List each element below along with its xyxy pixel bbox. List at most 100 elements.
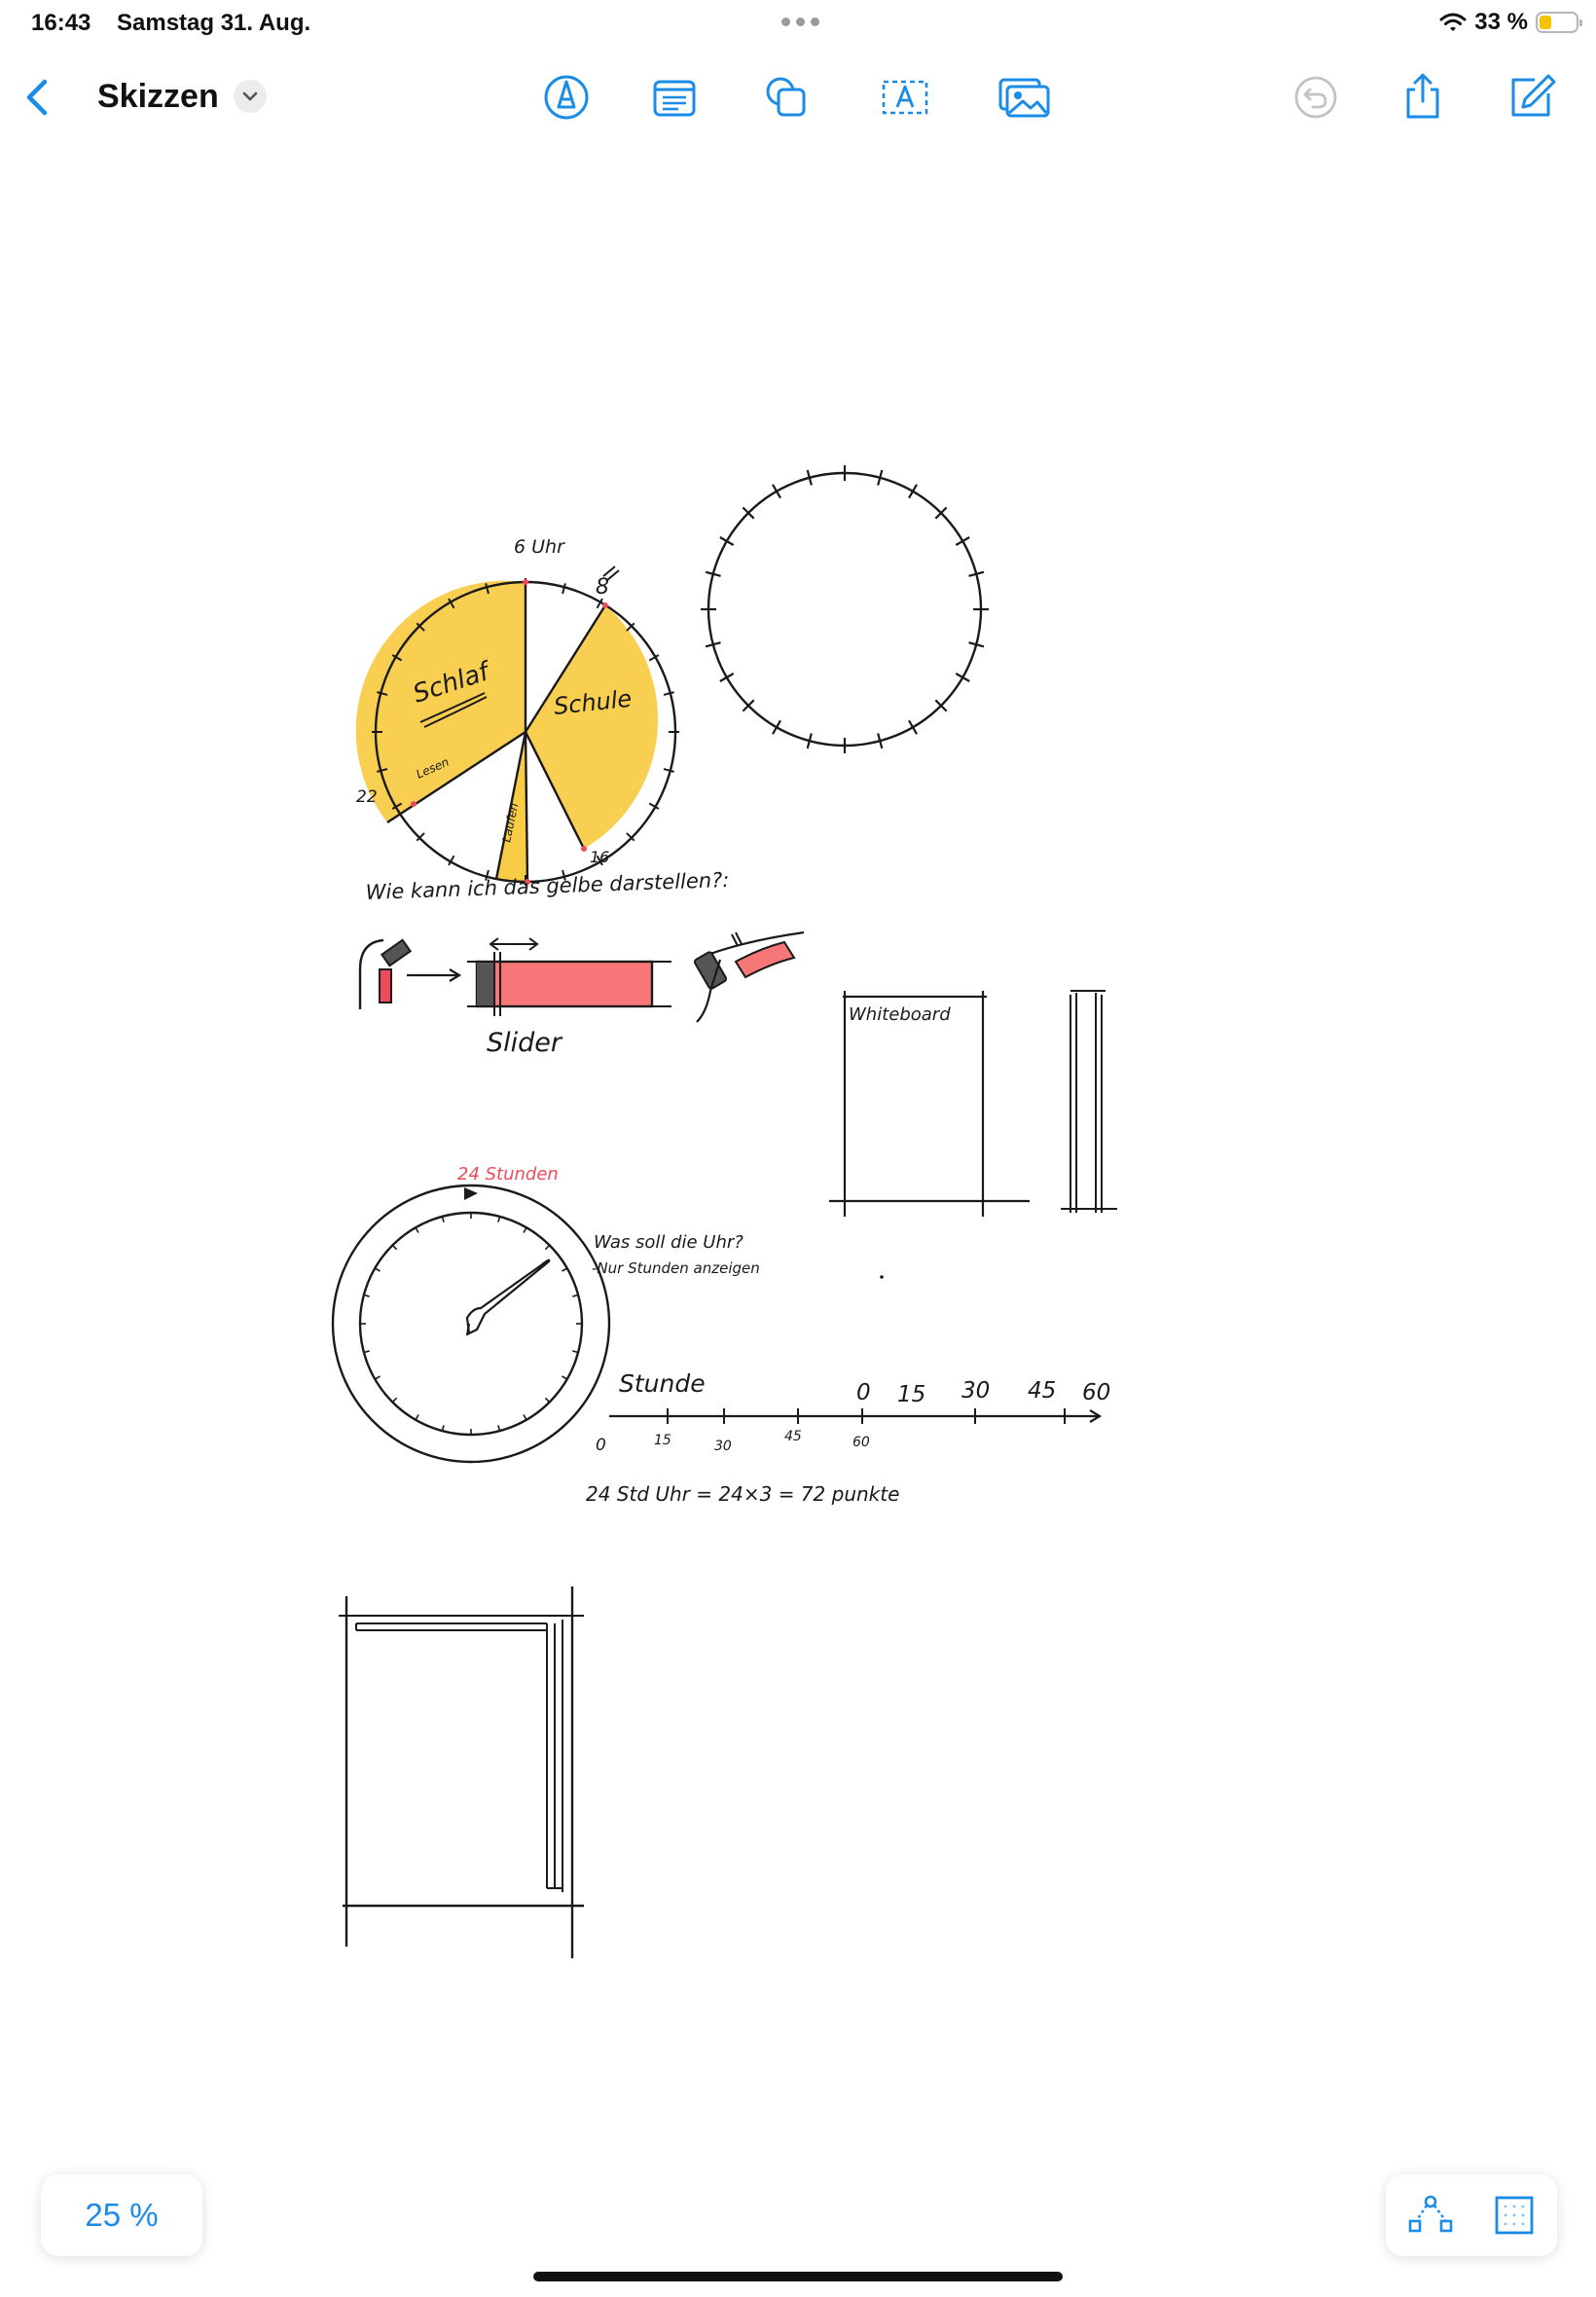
new-board-compose-icon[interactable] [1502, 68, 1560, 127]
dial-tick [485, 869, 490, 881]
text-box-icon[interactable] [876, 68, 934, 127]
board-title[interactable]: Skizzen [97, 78, 219, 115]
dial-tick [806, 733, 813, 749]
label-22: 22 [356, 787, 378, 807]
dial-tick [806, 469, 813, 486]
question-text: Wie kann ich das gelbe darstellen?: [365, 868, 729, 904]
dial-tick [544, 1244, 551, 1251]
dial-tick [968, 641, 985, 648]
navigation-bar: Skizzen [0, 58, 1596, 136]
dial-tick [572, 1350, 579, 1354]
status-time: 16:43 [31, 10, 91, 36]
scale-top-60: 60 [1082, 1380, 1110, 1405]
dial-tick [416, 622, 425, 632]
dial-tick [448, 855, 455, 866]
dial-tick [391, 654, 403, 662]
undo-icon[interactable] [1287, 68, 1345, 127]
stunde-label: Stunde [619, 1369, 706, 1398]
formula-text: 24 Std Uhr = 24×3 = 72 punkte [586, 1482, 899, 1506]
battery-icon [1536, 12, 1582, 33]
status-bar: 16:43 Samstag 31. Aug. 33 % [0, 0, 1596, 47]
dial-tick [705, 570, 721, 577]
share-icon[interactable] [1394, 68, 1452, 127]
wifi-icon [1439, 13, 1467, 31]
scale-top-0: 0 [856, 1380, 871, 1405]
shapes-icon[interactable] [757, 68, 816, 127]
dial-tick [523, 1414, 527, 1421]
dial-tick [955, 536, 970, 546]
back-chevron-icon[interactable] [18, 74, 56, 121]
daily-routine-clock[interactable]: 6 Uhr 8 16 22 Schlaf Schule Lesen Laufen [355, 536, 679, 886]
scale-bottom-15: 15 [654, 1433, 671, 1448]
status-indicators: 33 % [1439, 8, 1582, 37]
scale-bottom-45: 45 [784, 1429, 802, 1444]
canvas-tools [1386, 2174, 1557, 2256]
dial-tick [742, 506, 755, 520]
dial-tick [391, 1397, 398, 1404]
dial-tick [377, 768, 388, 773]
dial-tick [415, 1226, 419, 1233]
dial-tick [934, 699, 948, 712]
dial-tick [544, 1397, 551, 1404]
scale-top-30: 30 [961, 1378, 990, 1404]
dial-tick [441, 1425, 445, 1432]
dial-tick [596, 598, 603, 609]
dial-tick [626, 622, 635, 632]
dial-tick [877, 733, 884, 749]
sticky-note-icon[interactable] [645, 68, 704, 127]
dial-tick [374, 1267, 381, 1272]
dial-tick [648, 654, 660, 662]
dial-tick [391, 1244, 398, 1251]
frame-sketch[interactable] [339, 1586, 584, 1958]
whiteboard-frame-sketch[interactable]: Whiteboard [829, 990, 1117, 1279]
minute-scale-sketch[interactable]: Stunde 0 15 30 45 60 0 15 30 45 60 [596, 1369, 1110, 1455]
dial-tick [877, 469, 884, 486]
dial-tick [363, 1350, 370, 1354]
dial-tick [663, 691, 674, 696]
dial-tick [377, 691, 388, 696]
dial-tick [648, 802, 660, 810]
dial-tick [596, 855, 603, 866]
scale-bottom-60: 60 [852, 1435, 870, 1450]
dial-tick [719, 673, 735, 682]
dial-tick [523, 1226, 527, 1233]
label-16: 16 [590, 848, 609, 866]
dial-tick [934, 506, 948, 520]
media-insert-icon[interactable] [995, 68, 1053, 127]
tick-dial-sketch[interactable] [701, 465, 989, 753]
dial-tick [572, 1294, 579, 1297]
label-8: 8 [596, 575, 609, 600]
dial-tick [955, 673, 970, 682]
dial-tick [497, 1425, 501, 1432]
dial-tick [968, 570, 985, 577]
24-stunden-label: 24 Stunden [457, 1164, 559, 1185]
slider-sketch[interactable]: Slider [358, 930, 805, 1058]
dial-tick [562, 583, 566, 595]
dial-tick [497, 1216, 501, 1222]
multitasking-dots-icon[interactable] [781, 18, 820, 27]
scale-bottom-0: 0 [596, 1436, 606, 1455]
dial-tick [562, 1267, 568, 1272]
home-indicator[interactable] [533, 2272, 1063, 2281]
24-hour-clock-sketch[interactable]: 24 Stunden [331, 1164, 611, 1464]
pen-tool-icon[interactable] [537, 68, 596, 127]
scale-top-45: 45 [1028, 1378, 1056, 1404]
dial-tick [772, 719, 781, 735]
dial-tick [363, 1294, 370, 1297]
scale-bottom-30: 30 [714, 1439, 732, 1454]
status-date: Samstag 31. Aug. [117, 10, 311, 36]
slider-label: Slider [487, 1028, 563, 1058]
whiteboard-canvas[interactable]: 6 Uhr 8 16 22 Schlaf Schule Lesen Laufen… [0, 146, 1596, 2151]
dial-tick [374, 1375, 381, 1380]
dial-tick [562, 869, 566, 881]
battery-percentage: 33 % [1474, 9, 1528, 35]
clock-answer: -Nur Stunden anzeigen [592, 1259, 760, 1277]
dial-tick [441, 1216, 445, 1222]
dial-tick [562, 1375, 568, 1380]
title-menu-chevron-icon[interactable] [234, 80, 267, 113]
grid-overview-icon[interactable] [1487, 2188, 1542, 2242]
dial-tick [663, 768, 674, 773]
diagram-connect-icon[interactable] [1403, 2188, 1458, 2242]
zoom-level-button[interactable]: 25 % [41, 2174, 202, 2256]
dial-tick [908, 719, 918, 735]
